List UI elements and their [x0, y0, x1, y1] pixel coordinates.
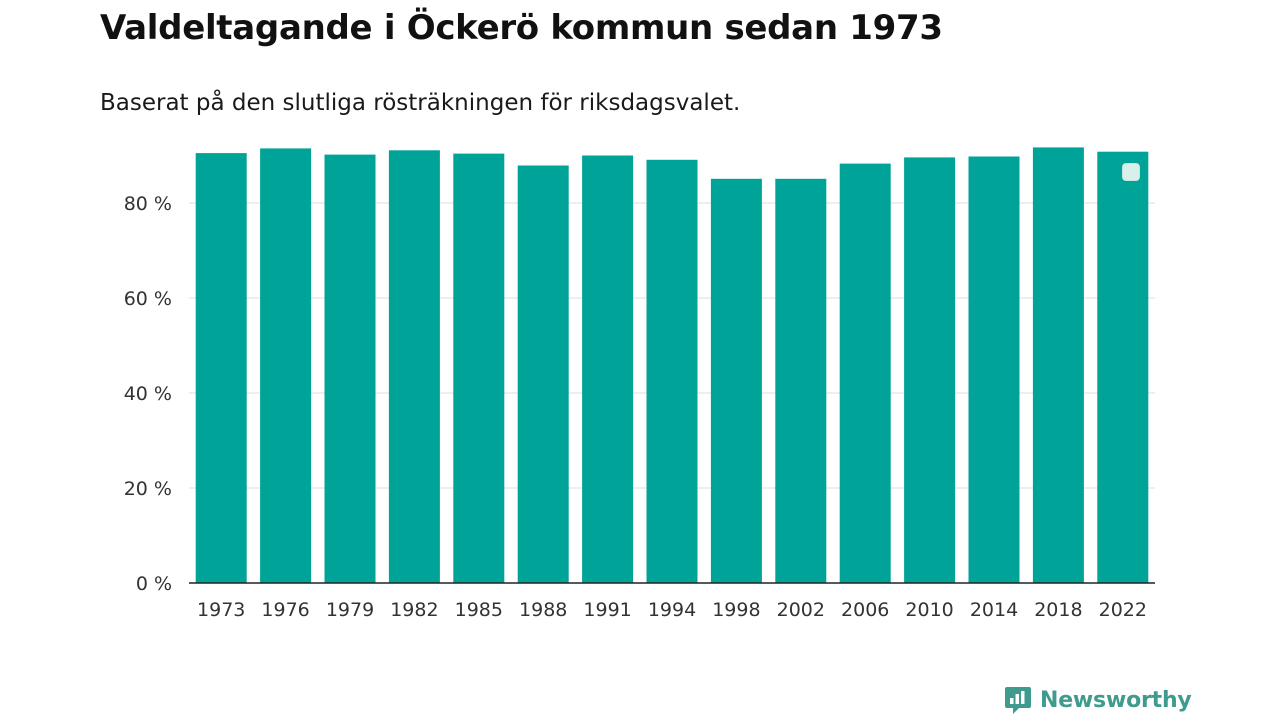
x-tick-label: 1982 [390, 599, 438, 621]
bar-2018[interactable] [1032, 147, 1084, 583]
bar-1988[interactable] [517, 165, 569, 584]
x-tick-label: 1988 [519, 599, 567, 621]
bar-2006[interactable] [839, 163, 891, 583]
chart-title: Valdeltagande i Öckerö kommun sedan 1973 [100, 8, 943, 48]
bar-2022[interactable] [1097, 151, 1149, 583]
bar-1994[interactable] [646, 159, 698, 584]
x-axis-ticks: 1973 1976 1979 1982 1985 1988 1991 1994 1998 2002… [197, 599, 1147, 621]
x-tick-label: 1985 [455, 599, 503, 621]
x-tick-label: 2022 [1099, 599, 1147, 621]
bar-1979[interactable] [324, 154, 376, 583]
bar-1973[interactable] [195, 153, 247, 583]
bar-1998[interactable] [710, 178, 762, 584]
bar-2014[interactable] [968, 156, 1020, 584]
y-tick-label: 60 % [124, 288, 172, 310]
y-tick-label: 20 % [124, 478, 172, 500]
y-axis-ticks: 0 % 20 % 40 % 60 % 80 % [124, 193, 172, 595]
legend-marker[interactable] [1122, 163, 1140, 181]
bar-2002[interactable] [775, 178, 827, 584]
bar-2010[interactable] [904, 157, 956, 583]
x-tick-label: 2002 [777, 599, 825, 621]
brand-name: Newsworthy [1040, 687, 1192, 713]
x-tick-label: 1991 [583, 599, 631, 621]
chart-subtitle: Baserat på den slutliga rösträkningen fö… [100, 90, 741, 116]
bar-1982[interactable] [388, 150, 440, 584]
x-tick-label: 1994 [648, 599, 696, 621]
x-tick-label: 1979 [326, 599, 374, 621]
brand-logo: Newsworthy [1004, 685, 1192, 715]
x-tick-label: 2018 [1034, 599, 1082, 621]
y-tick-label: 80 % [124, 193, 172, 215]
x-tick-label: 2006 [841, 599, 889, 621]
x-tick-label: 1976 [261, 599, 309, 621]
x-tick-label: 1998 [712, 599, 760, 621]
newsworthy-logo-icon [1005, 687, 1031, 714]
x-tick-label: 2010 [905, 599, 953, 621]
bar-1985[interactable] [453, 153, 505, 583]
y-tick-label: 40 % [124, 383, 172, 405]
bar-1976[interactable] [260, 148, 312, 583]
bars [195, 147, 1149, 584]
x-tick-label: 2014 [970, 599, 1018, 621]
y-tick-label: 0 % [136, 573, 172, 595]
bar-1991[interactable] [582, 155, 634, 584]
x-tick-label: 1973 [197, 599, 245, 621]
